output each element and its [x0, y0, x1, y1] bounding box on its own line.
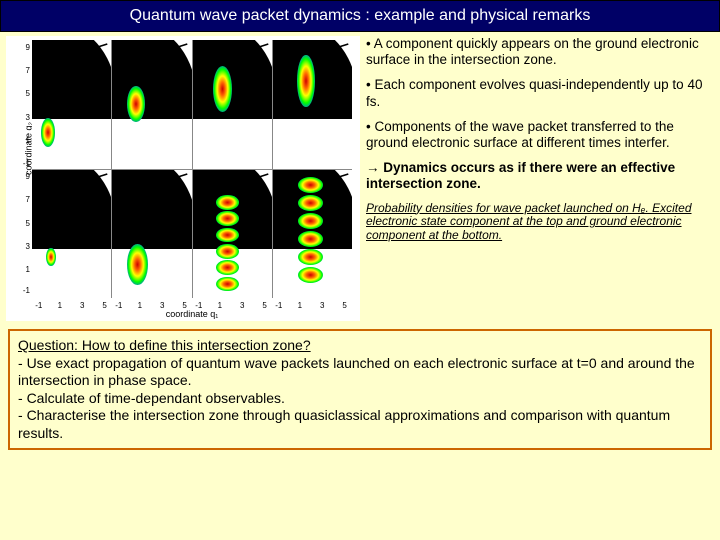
y-tick: 3: [26, 242, 30, 251]
density-blob: [213, 66, 232, 112]
subplot: 70 fs: [273, 170, 352, 299]
subplot: 45 fs: [193, 40, 272, 169]
y-tick: 1: [26, 265, 30, 274]
arrow-text: Dynamics occurs as if there were an effe…: [366, 160, 675, 191]
x-tick: -1: [35, 301, 42, 310]
density-blob: [213, 195, 242, 293]
figure-caption: Probability densities for wave packet la…: [366, 202, 712, 243]
time-label: 25 fs: [116, 42, 136, 52]
slide-title: Quantum wave packet dynamics : example a…: [0, 0, 720, 32]
subplot: 70 fs: [273, 40, 352, 169]
bullet-1: • A component quickly appears on the gro…: [366, 36, 712, 68]
subplot: 5 fs: [32, 170, 111, 299]
density-blob: [295, 177, 327, 285]
x-tick: 5: [342, 301, 346, 310]
bullet-text: A component quickly appears on the groun…: [366, 36, 699, 67]
y-tick: -1: [23, 286, 30, 295]
question-item: Use exact propagation of quantum wave pa…: [18, 355, 695, 389]
question-box: Question: How to define this intersectio…: [8, 329, 712, 450]
time-label: 5 fs: [36, 172, 51, 182]
bullet-2: • Each component evolves quasi-independe…: [366, 77, 712, 109]
subplot: 25 fs: [112, 170, 191, 299]
y-tick: 1: [26, 136, 30, 145]
x-tick: 1: [58, 301, 62, 310]
y-tick: 3: [26, 113, 30, 122]
question-item: Characterise the intersection zone throu…: [18, 407, 670, 441]
x-axis-label: coordinate q₁: [166, 309, 219, 319]
x-axis: coordinate q₁ -1 1 3 5 -1 1 3 5 -1 1 3 5…: [32, 301, 352, 319]
question-item: Calculate of time-dependant observables.: [27, 390, 285, 406]
upper-region: coordinate q₂ 9 7 5 3 1 -1 9 7 5 3 1 -1 …: [0, 32, 720, 323]
density-blob: [46, 248, 56, 266]
density-blob: [127, 244, 148, 285]
question-title: Question: How to define this intersectio…: [18, 337, 311, 353]
x-tick: 1: [298, 301, 302, 310]
arrow-line: → Dynamics occurs as if there were an ef…: [366, 160, 712, 192]
x-tick: -1: [115, 301, 122, 310]
x-tick: -1: [275, 301, 282, 310]
x-tick: 3: [320, 301, 324, 310]
density-blob: [127, 86, 144, 122]
x-tick: 5: [102, 301, 106, 310]
time-label: 45 fs: [197, 42, 217, 52]
density-blob: [41, 118, 55, 146]
time-label: 70 fs: [277, 172, 297, 182]
y-tick: 5: [26, 89, 30, 98]
x-tick: 3: [80, 301, 84, 310]
x-tick: 3: [160, 301, 164, 310]
y-tick: 7: [26, 66, 30, 75]
y-tick: 5: [26, 219, 30, 228]
subplot: 25 fs: [112, 40, 191, 169]
y-tick: 9: [26, 43, 30, 52]
subplot: 45 fs: [193, 170, 272, 299]
x-tick: -1: [195, 301, 202, 310]
chart-grid: 5 fs 25 fs 45 fs 70 fs 5 fs 25 fs 45 fs 70 fs: [32, 40, 352, 298]
time-label: 70 fs: [277, 42, 297, 52]
bullet-3: • Components of the wave packet transfer…: [366, 119, 712, 151]
x-tick: 5: [262, 301, 266, 310]
x-tick: 5: [182, 301, 186, 310]
y-tick: 7: [26, 195, 30, 204]
bullet-text: Each component evolves quasi-independent…: [366, 77, 702, 108]
bullet-text: Components of the wave packet transferre…: [366, 119, 674, 150]
x-tick: 3: [240, 301, 244, 310]
time-label: 5 fs: [36, 42, 51, 52]
y-tick: 9: [26, 172, 30, 181]
wave-packet-chart: coordinate q₂ 9 7 5 3 1 -1 9 7 5 3 1 -1 …: [6, 36, 360, 321]
subplot: 5 fs: [32, 40, 111, 169]
x-tick: 1: [138, 301, 142, 310]
density-blob: [297, 55, 314, 106]
time-label: 45 fs: [197, 172, 217, 182]
time-label: 25 fs: [116, 172, 136, 182]
x-tick: 1: [218, 301, 222, 310]
y-tick: -1: [23, 159, 30, 168]
y-axis: coordinate q₂ 9 7 5 3 1 -1 9 7 5 3 1 -1: [8, 40, 30, 299]
bullet-panel: • A component quickly appears on the gro…: [366, 36, 714, 321]
